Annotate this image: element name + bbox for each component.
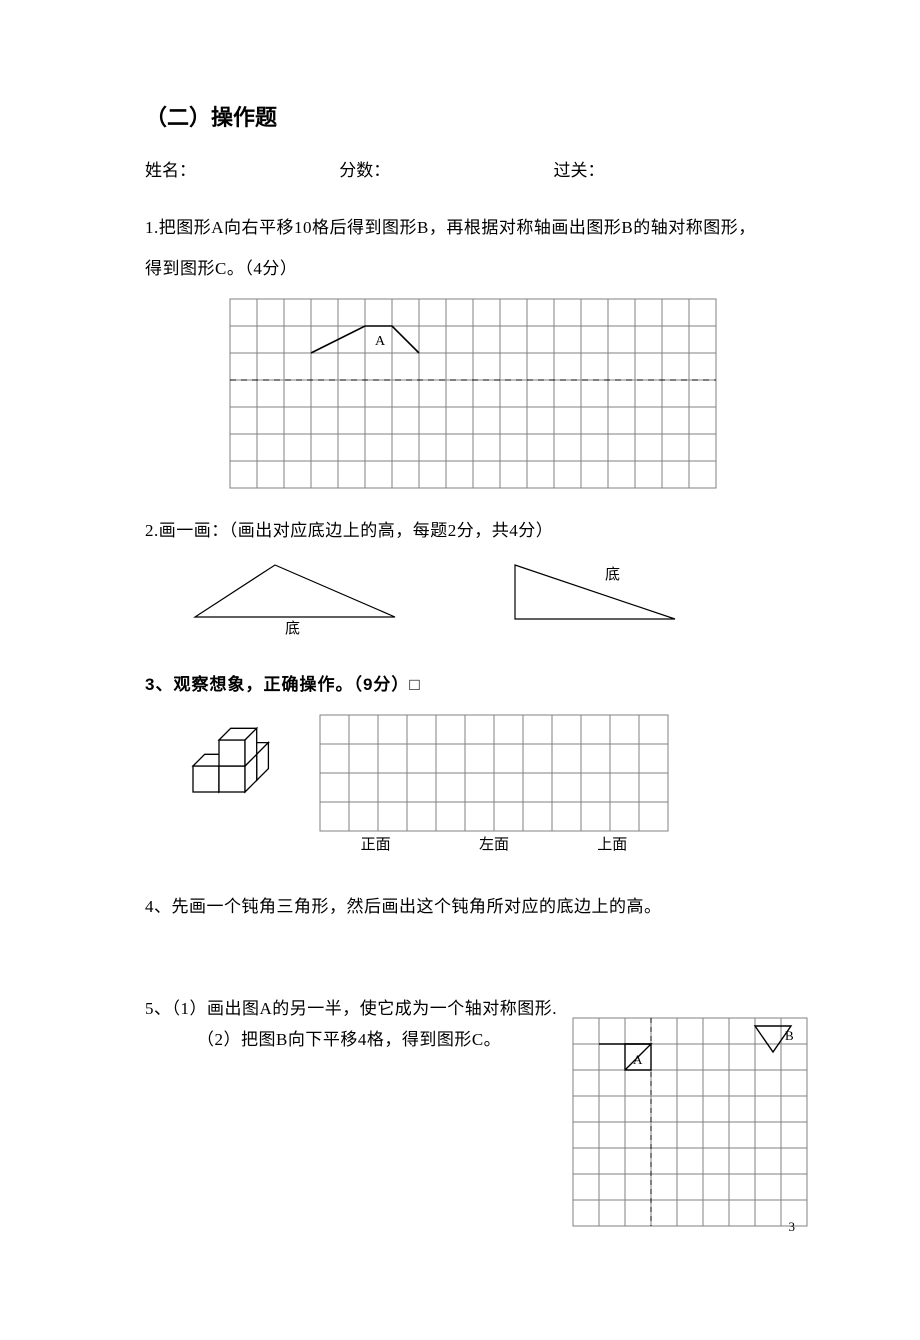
header-row: 姓名： 分数： 过关： bbox=[145, 156, 800, 181]
q3-cubes-svg bbox=[185, 714, 305, 824]
q1-text-line2: 得到图形C。（4分） bbox=[145, 250, 800, 287]
svg-text:底: 底 bbox=[605, 566, 620, 583]
svg-text:B: B bbox=[785, 1028, 794, 1043]
score-label: 分数： bbox=[339, 156, 549, 181]
q3-grid-svg: 正面 左面 上面 bbox=[319, 714, 669, 870]
svg-text:底: 底 bbox=[285, 620, 300, 637]
q5-figure: AB bbox=[572, 1017, 808, 1232]
q5-block: 5、（1）画出图A的另一半，使它成为一个轴对称图形. （2）把图B向下平移4格，… bbox=[145, 995, 800, 1055]
page-number: 3 bbox=[789, 1219, 796, 1235]
pass-label: 过关： bbox=[554, 156, 605, 181]
svg-text:正面: 正面 bbox=[361, 837, 391, 853]
svg-text:上面: 上面 bbox=[597, 836, 627, 853]
q1-text-line1: 1.把图形A向右平移10格后得到图形B，再根据对称轴画出图形B的轴对称图形， bbox=[145, 209, 800, 246]
q3-figure: 正面 左面 上面 bbox=[145, 714, 800, 870]
section-title: （二）操作题 bbox=[145, 100, 800, 132]
q2-triangles-svg: 底底 bbox=[185, 559, 725, 643]
q3-text: 3、观察想象，正确操作。（9分）□ bbox=[145, 666, 800, 703]
q5-grid-svg: AB bbox=[572, 1017, 808, 1227]
svg-text:左面: 左面 bbox=[479, 836, 509, 853]
q1-figure: A bbox=[145, 298, 800, 494]
svg-text:A: A bbox=[375, 334, 386, 349]
q1-grid-svg: A bbox=[229, 298, 717, 489]
q4-text: 4、先画一个钝角三角形，然后画出这个钝角所对应的底边上的高。 bbox=[145, 888, 800, 925]
name-label: 姓名： bbox=[145, 156, 335, 181]
svg-text:A: A bbox=[633, 1052, 643, 1067]
q2-figure: 底底 bbox=[145, 559, 800, 648]
worksheet-page: （二）操作题 姓名： 分数： 过关： 1.把图形A向右平移10格后得到图形B，再… bbox=[0, 0, 920, 1340]
q2-text: 2.画一画：（画出对应底边上的高，每题2分，共4分） bbox=[145, 512, 800, 549]
